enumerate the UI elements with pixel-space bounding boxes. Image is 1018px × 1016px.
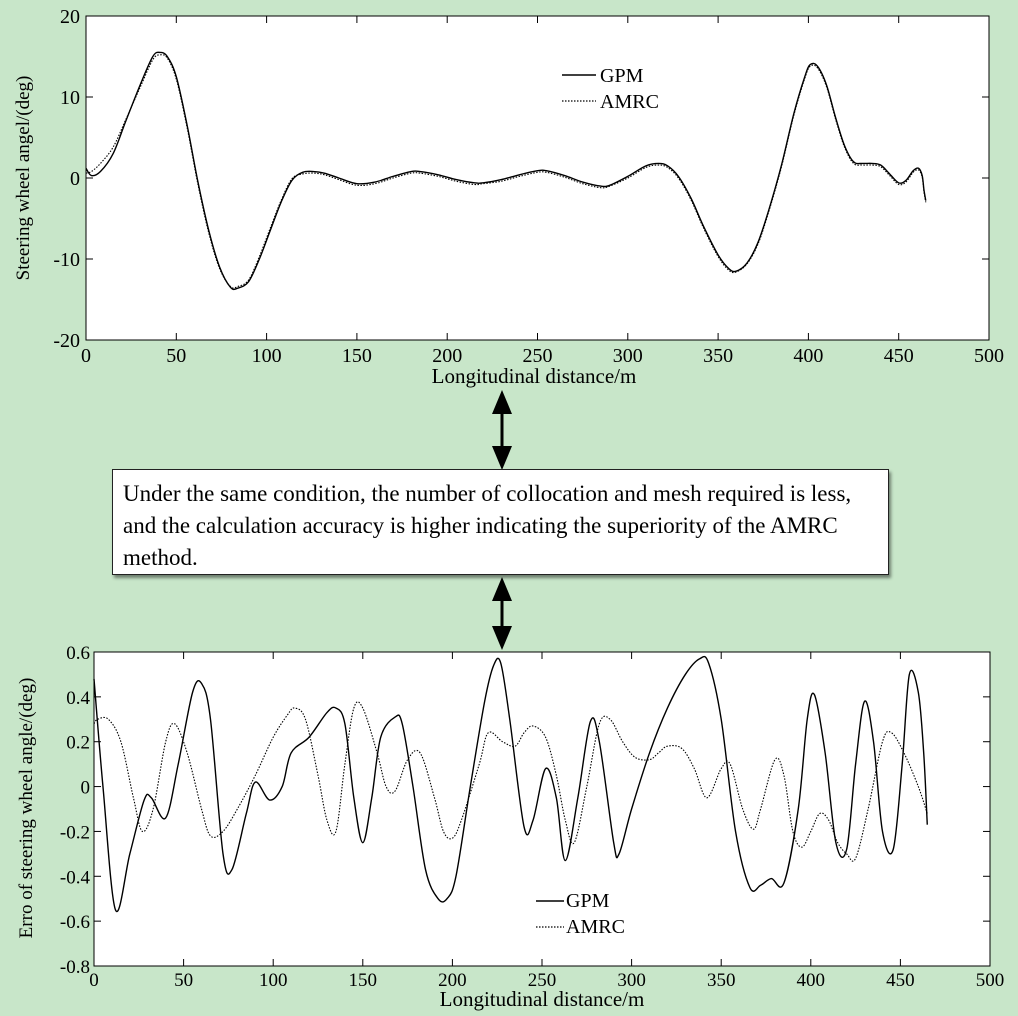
y-tick-label: 0.2: [66, 733, 90, 754]
y-tick-label: -10: [53, 249, 80, 271]
x-tick-label: 250: [528, 970, 557, 991]
x-tick-label: 350: [707, 970, 736, 991]
x-tick-label: 50: [174, 970, 193, 991]
x-tick-label: 400: [797, 970, 826, 991]
series-group-top: [85, 51, 927, 291]
x-tick-label: 100: [252, 345, 282, 367]
series-line-gpm-bottom: [93, 655, 928, 913]
x-tick-label: 300: [613, 345, 643, 367]
ticks-group-top: 0 50 100 150 200 250 300 350 400 450 500 -20 -10 0 10 2…: [53, 6, 1004, 367]
y-tick-label: 0.6: [66, 643, 90, 664]
y-tick-label: -20: [53, 330, 80, 352]
series-line-amrc-bottom: [93, 701, 928, 862]
x-axis-label-bottom: Longitudinal distance/m: [440, 987, 645, 1011]
x-tick-label: 0: [81, 345, 91, 367]
y-axis-label-top: Steering wheel angel/(deg): [13, 76, 34, 281]
steering-angle-chart: 0 50 100 150 200 250 300 350 400 450 500 -20 -10 0 10 2…: [13, 6, 1004, 388]
series-group-bottom: [93, 655, 928, 913]
x-tick-label: 200: [432, 345, 462, 367]
x-tick-label: 300: [617, 970, 646, 991]
double-arrow-upper: [492, 390, 512, 470]
legend-top: GPM AMRC: [562, 65, 659, 113]
double-arrow-lower: [492, 577, 512, 650]
y-tick-label: 0: [81, 778, 91, 799]
ticks-group-bottom: 0 50 100 150 200 250 300 350 400 450 500 -0.8 -0.6 -0…: [60, 643, 1004, 991]
x-axis-label-top: Longitudinal distance/m: [432, 364, 637, 388]
legend-label-amrc-bottom: AMRC: [566, 916, 625, 938]
y-tick-label: -0.6: [60, 912, 90, 933]
x-tick-label: 500: [974, 345, 1004, 367]
series-line-amrc-top: [85, 54, 927, 289]
x-tick-label: 350: [703, 345, 733, 367]
x-tick-label: 50: [166, 345, 186, 367]
x-tick-label: 150: [349, 970, 378, 991]
y-tick-label: -0.8: [60, 957, 90, 978]
x-tick-label: 400: [793, 345, 823, 367]
y-tick-label: 20: [60, 6, 80, 28]
x-tick-label: 250: [523, 345, 553, 367]
legend-label-amrc-top: AMRC: [600, 91, 659, 113]
y-tick-label: 10: [60, 87, 80, 109]
steering-error-chart: 0 50 100 150 200 250 300 350 400 450 500 -0.8 -0.6 -0…: [16, 643, 1004, 1011]
x-tick-label: 200: [438, 970, 467, 991]
legend-label-gpm-bottom: GPM: [566, 890, 610, 912]
legend-label-gpm-top: GPM: [600, 65, 644, 87]
legend-bottom: GPM AMRC: [536, 890, 625, 938]
plot-area-top: [85, 15, 990, 341]
y-tick-label: -0.2: [60, 822, 90, 843]
y-tick-label: 0.4: [66, 688, 90, 709]
y-axis-label-bottom: Erro of steering wheel angle/(deg): [16, 678, 37, 939]
x-tick-label: 150: [342, 345, 372, 367]
x-tick-label: 450: [886, 970, 915, 991]
y-tick-label: -0.4: [60, 867, 91, 888]
conclusion-callout: Under the same condition, the number of …: [112, 469, 889, 575]
x-tick-label: 100: [259, 970, 288, 991]
x-tick-label: 0: [89, 970, 99, 991]
x-tick-label: 500: [976, 970, 1005, 991]
y-tick-label: 0: [70, 168, 80, 190]
plot-area-bottom: [93, 651, 991, 967]
x-tick-label: 450: [884, 345, 914, 367]
